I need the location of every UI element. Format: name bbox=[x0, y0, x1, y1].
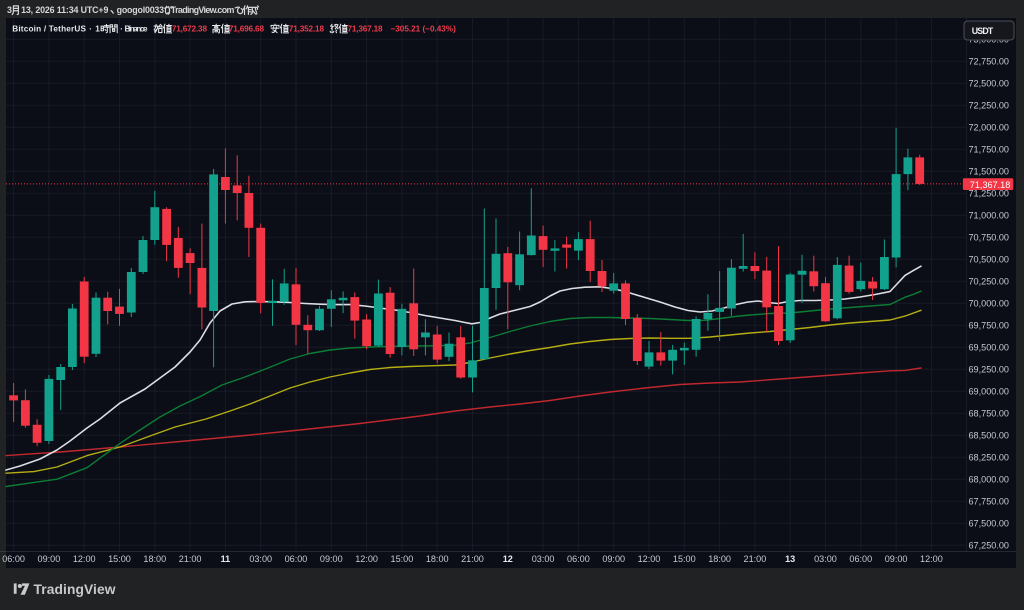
svg-text:18:00: 18:00 bbox=[426, 554, 449, 564]
svg-text:71,750.00: 71,750.00 bbox=[969, 145, 1009, 155]
svg-text:72,250.00: 72,250.00 bbox=[969, 101, 1009, 111]
svg-text:70,250.00: 70,250.00 bbox=[969, 277, 1009, 287]
svg-text:09:00: 09:00 bbox=[885, 554, 908, 564]
svg-text:09:00: 09:00 bbox=[38, 554, 61, 564]
svg-text:71,696.68: 71,696.68 bbox=[229, 25, 265, 34]
svg-text:71,352.18: 71,352.18 bbox=[289, 25, 325, 34]
svg-text:72,500.00: 72,500.00 bbox=[969, 79, 1009, 89]
svg-text:11: 11 bbox=[221, 554, 231, 564]
svg-text:09:00: 09:00 bbox=[602, 554, 625, 564]
svg-text:03:00: 03:00 bbox=[249, 554, 272, 564]
svg-text:68,500.00: 68,500.00 bbox=[969, 431, 1009, 441]
svg-text:06:00: 06:00 bbox=[849, 554, 872, 564]
svg-text:12:00: 12:00 bbox=[73, 554, 96, 564]
svg-text:15:00: 15:00 bbox=[391, 554, 414, 564]
svg-text:18:00: 18:00 bbox=[708, 554, 731, 564]
svg-text:15:00: 15:00 bbox=[108, 554, 131, 564]
svg-text:USDT: USDT bbox=[972, 26, 994, 36]
svg-text:21:00: 21:00 bbox=[461, 554, 484, 564]
svg-text:70,750.00: 70,750.00 bbox=[969, 233, 1009, 243]
svg-text:69,250.00: 69,250.00 bbox=[969, 365, 1009, 375]
svg-text:TradingView: TradingView bbox=[34, 582, 116, 597]
svg-text:12:00: 12:00 bbox=[355, 554, 378, 564]
svg-text:15:00: 15:00 bbox=[673, 554, 696, 564]
svg-text:12:00: 12:00 bbox=[920, 554, 943, 564]
svg-text:06:00: 06:00 bbox=[285, 554, 308, 564]
svg-text:70,500.00: 70,500.00 bbox=[969, 255, 1009, 265]
svg-text:68,000.00: 68,000.00 bbox=[969, 475, 1009, 485]
svg-text:67,500.00: 67,500.00 bbox=[969, 519, 1009, 529]
svg-text:71,672.38: 71,672.38 bbox=[172, 25, 208, 34]
svg-text:70,000.00: 70,000.00 bbox=[969, 299, 1009, 309]
svg-text:TradingView.com: TradingView.com bbox=[171, 5, 235, 15]
svg-text:·: · bbox=[89, 25, 92, 34]
svg-text:06:00: 06:00 bbox=[567, 554, 590, 564]
svg-text:12: 12 bbox=[503, 554, 513, 564]
svg-text:·: · bbox=[120, 25, 123, 34]
svg-text:3: 3 bbox=[7, 5, 12, 15]
svg-text:21:00: 21:00 bbox=[179, 554, 202, 564]
svg-text:69,750.00: 69,750.00 bbox=[969, 321, 1009, 331]
svg-text:71,367.18: 71,367.18 bbox=[348, 25, 384, 34]
svg-text:18:00: 18:00 bbox=[143, 554, 166, 564]
svg-text:13, 2026 11:34 UTC+9: 13, 2026 11:34 UTC+9 bbox=[21, 5, 108, 15]
svg-text:68,250.00: 68,250.00 bbox=[969, 453, 1009, 463]
svg-text:21:00: 21:00 bbox=[744, 554, 767, 564]
svg-text:67,750.00: 67,750.00 bbox=[969, 497, 1009, 507]
svg-text:71,250.00: 71,250.00 bbox=[969, 189, 1009, 199]
svg-text:03:00: 03:00 bbox=[814, 554, 837, 564]
svg-text:−305.21 (−0.43%): −305.21 (−0.43%) bbox=[391, 25, 457, 34]
svg-text:69,500.00: 69,500.00 bbox=[969, 343, 1009, 353]
svg-text:06:00: 06:00 bbox=[2, 554, 25, 564]
svg-text:Bitcoin / TetherUS: Bitcoin / TetherUS bbox=[12, 25, 86, 34]
svg-text:1: 1 bbox=[95, 25, 100, 34]
svg-text:Binance: Binance bbox=[125, 25, 148, 34]
svg-text:71,367.18: 71,367.18 bbox=[970, 180, 1010, 190]
svg-text:71,000.00: 71,000.00 bbox=[969, 211, 1009, 221]
svg-text:71,500.00: 71,500.00 bbox=[969, 167, 1009, 177]
svg-text:googol0033: googol0033 bbox=[117, 5, 165, 15]
svg-text:69,000.00: 69,000.00 bbox=[969, 387, 1009, 397]
svg-text:03:00: 03:00 bbox=[532, 554, 555, 564]
svg-text:68,750.00: 68,750.00 bbox=[969, 409, 1009, 419]
svg-text:12:00: 12:00 bbox=[638, 554, 661, 564]
svg-text:67,250.00: 67,250.00 bbox=[969, 541, 1009, 551]
svg-text:72,750.00: 72,750.00 bbox=[969, 57, 1009, 67]
svg-text:72,000.00: 72,000.00 bbox=[969, 123, 1009, 133]
svg-text:13: 13 bbox=[785, 554, 795, 564]
svg-text:09:00: 09:00 bbox=[320, 554, 343, 564]
